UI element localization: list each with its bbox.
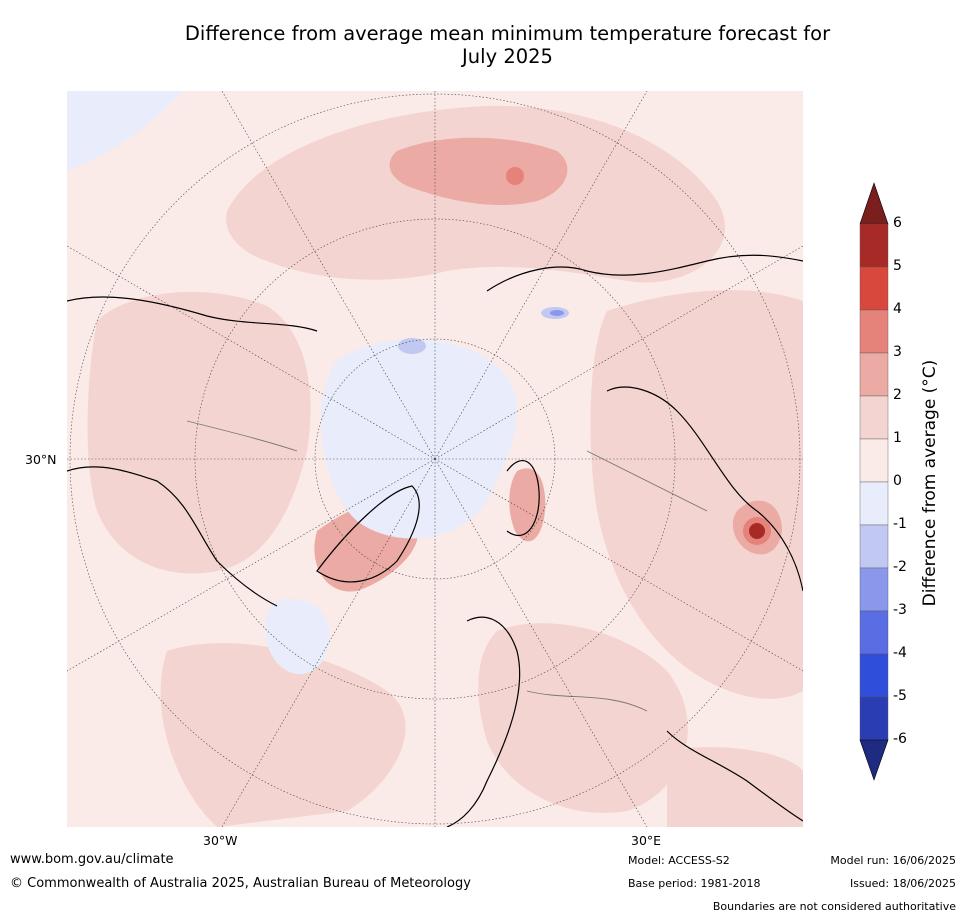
colorbar-band [859, 524, 889, 569]
chart-title: Difference from average mean minimum tem… [60, 22, 955, 68]
arctic-cool [320, 339, 517, 539]
colorbar-band [859, 266, 889, 311]
colorbar-tick-label: -5 [893, 688, 907, 704]
colorbar [859, 182, 889, 781]
colorbar-tick-label: -2 [893, 559, 907, 575]
colorbar-band [859, 223, 889, 268]
title-line-2: July 2025 [462, 45, 553, 68]
colorbar-band [859, 438, 889, 483]
footer-model-run: Model run: 16/06/2025 [830, 854, 956, 867]
colorbar-tick-label: -4 [893, 645, 907, 661]
lon-label-30w: 30°W [203, 833, 238, 848]
anomaly-below-1-regions [398, 307, 569, 354]
colorbar-tick-label: 5 [893, 258, 902, 274]
colorbar-extend-max [859, 182, 889, 225]
colorbar-band [859, 696, 889, 741]
colorbar-tick-label: 3 [893, 344, 902, 360]
colorbar-band [859, 352, 889, 397]
colorbar-label: Difference from average (°C) [920, 359, 940, 607]
colorbar-tick-label: -3 [893, 602, 907, 618]
colorbar-tick-label: -1 [893, 516, 907, 532]
graticule [67, 91, 803, 827]
atlantic-cool [265, 599, 330, 675]
atlantic-warm [160, 643, 406, 827]
title-line-1: Difference from average mean minimum tem… [184, 22, 831, 45]
europe-warm [478, 623, 688, 813]
borders [186, 420, 708, 712]
north-america-warm [87, 291, 311, 574]
footer-copyright: © Commonwealth of Australia 2025, Austra… [10, 876, 471, 891]
anomaly-below-0-regions [67, 91, 517, 675]
warm-spot-4 [506, 167, 524, 185]
cool-spot-arctic [398, 338, 426, 354]
colorbar-tick-label: 0 [893, 473, 902, 489]
footer-model: Model: ACCESS-S2 [628, 854, 730, 867]
colorbar-tick-label: 1 [893, 430, 902, 446]
warm-spot-ne-asia-core [749, 523, 765, 539]
colorbar-tick-label: 2 [893, 387, 902, 403]
colorbar-band [859, 567, 889, 612]
footer-issued: Issued: 18/06/2025 [849, 877, 956, 890]
colorbar-band [859, 481, 889, 526]
forecast-map [67, 91, 803, 827]
cool-spot-strong [550, 310, 564, 316]
lat-label-30n: 30°N [25, 452, 57, 467]
coastlines [67, 254, 803, 827]
colorbar-band [859, 653, 889, 698]
colorbar-tick-label: -6 [893, 731, 907, 747]
colorbar-band [859, 610, 889, 655]
colorbar-extend-min [859, 739, 889, 781]
colorbar-tick-label: 6 [893, 215, 902, 231]
colorbar-band [859, 309, 889, 354]
footer-disclaimer: Boundaries are not considered authoritat… [712, 900, 956, 913]
colorbar-tick-label: 4 [893, 301, 902, 317]
footer-base-period: Base period: 1981-2018 [628, 877, 761, 890]
mideast-warm [667, 747, 803, 827]
bering-warm-core [389, 137, 568, 206]
lon-label-30e: 30°E [631, 833, 662, 848]
pacific-cool-corner [67, 91, 182, 171]
asia-warm [590, 290, 803, 699]
colorbar-band [859, 395, 889, 440]
footer-url[interactable]: www.bom.gov.au/climate [10, 852, 174, 867]
